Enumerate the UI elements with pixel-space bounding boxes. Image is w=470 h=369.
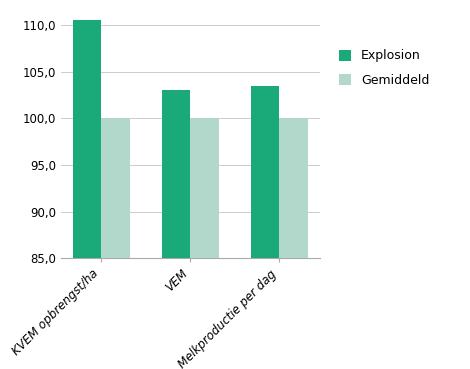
- Bar: [190, 118, 219, 369]
- Bar: [251, 86, 279, 369]
- Bar: [162, 90, 190, 369]
- Legend: Explosion, Gemiddeld: Explosion, Gemiddeld: [336, 47, 432, 89]
- Bar: [279, 118, 308, 369]
- Bar: [102, 118, 130, 369]
- Bar: [73, 20, 102, 369]
